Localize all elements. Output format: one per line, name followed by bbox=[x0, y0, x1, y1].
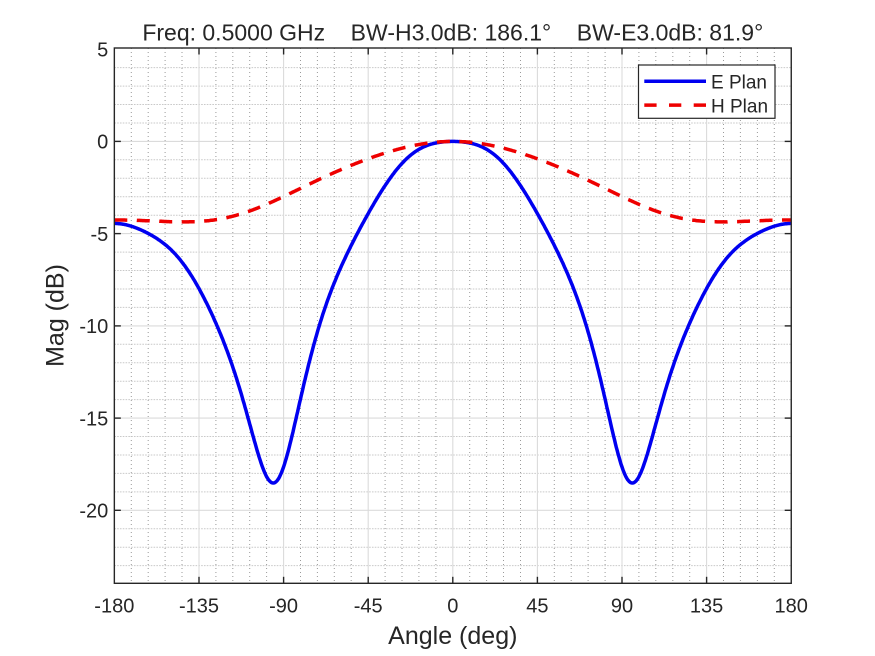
svg-text:135: 135 bbox=[690, 596, 723, 618]
svg-text:90: 90 bbox=[611, 596, 633, 618]
svg-text:45: 45 bbox=[526, 596, 548, 618]
svg-text:-135: -135 bbox=[179, 596, 219, 618]
svg-text:-180: -180 bbox=[94, 596, 134, 618]
svg-text:0: 0 bbox=[97, 132, 108, 154]
svg-text:-5: -5 bbox=[91, 224, 109, 246]
svg-text:H Plan: H Plan bbox=[711, 96, 768, 117]
svg-text:180: 180 bbox=[775, 596, 808, 618]
svg-text:-10: -10 bbox=[79, 316, 108, 338]
svg-text:5: 5 bbox=[97, 39, 108, 61]
svg-text:E Plan: E Plan bbox=[711, 73, 767, 94]
svg-text:-20: -20 bbox=[79, 501, 108, 523]
svg-text:-45: -45 bbox=[354, 596, 383, 618]
svg-text:Angle (deg): Angle (deg) bbox=[388, 622, 517, 650]
svg-text:-90: -90 bbox=[269, 596, 298, 618]
svg-text:0: 0 bbox=[447, 596, 458, 618]
svg-text:-15: -15 bbox=[79, 408, 108, 430]
svg-text:Freq: 0.5000 GHz BW-H3.0dB:: Freq: 0.5000 GHz BW-H3.0dB: 186.1° BW-E3… bbox=[142, 19, 763, 45]
svg-text:Mag (dB): Mag (dB) bbox=[42, 264, 70, 367]
